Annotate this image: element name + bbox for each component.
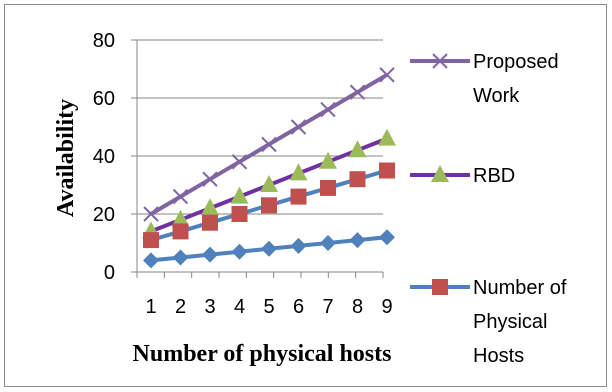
axes [131,39,384,278]
x-tick-label-3: 3 [204,296,215,318]
legend-entry-2: Number of Physical Hosts [410,277,567,367]
series-3-point-5 [261,240,277,257]
x-tick-label-6: 6 [293,296,304,318]
series-1-point-8 [348,140,367,158]
series-0-point-4 [231,154,248,170]
series-0-point-3-stroke-b [202,171,218,187]
y-tick-label-40: 40 [93,146,115,168]
series-3 [143,229,395,269]
series-2 [143,162,395,249]
series-0-point-1 [143,206,159,222]
series-0-point-5-stroke-b [261,136,277,153]
series-0-point-7-stroke-b [320,101,336,118]
x-axis-label: Number of physical hosts [133,341,392,367]
legend-swatch-marker-2 [432,279,448,295]
series-0-point-7 [320,101,336,118]
series-0-point-2 [172,188,189,205]
series-2-point-6 [290,188,307,205]
x-tick-label-7: 7 [322,296,333,318]
series-0-point-2-stroke-b [172,188,189,205]
series-0-point-3 [202,171,218,187]
legend-swatch-marker-0-stroke-b [432,53,448,69]
legend-label-2-0: Number of [473,277,567,299]
series-0-point-6-stroke-b [290,119,307,135]
series-0-point-9 [379,67,395,83]
series-2-point-2 [172,223,189,240]
series-3-point-9 [379,229,395,246]
y-tick-labels: 0 20 40 60 80 [93,30,115,284]
legend-entry-0: Proposed Work [410,51,559,107]
y-tick-label-20: 20 [93,204,115,226]
series-3-point-3 [202,246,218,263]
x-tick-label-4: 4 [234,296,245,318]
series-0-point-5 [261,136,277,153]
series-3-point-8 [349,232,366,249]
series-0-point-8 [349,84,366,100]
x-tick-label-2: 2 [175,296,186,318]
series-2-point-1 [143,232,159,249]
series-0-point-4-stroke-b [231,154,248,170]
series-3-point-7 [320,235,336,251]
x-tick-label-8: 8 [352,296,363,318]
y-tick-label-0: 0 [104,262,115,284]
series-0-point-1-stroke-b [143,206,159,222]
series-3-point-2 [172,249,189,266]
series-0-point-9-stroke-b [379,67,395,83]
y-axis-label: Availability [53,99,79,217]
series-1-point-2 [171,209,190,227]
series-1-point-5 [260,175,278,192]
legend-swatch-marker-0 [432,53,448,69]
x-tick-label-1: 1 [145,296,156,318]
y-tick-label-60: 60 [93,88,115,110]
series-2-point-9 [379,162,395,179]
legend-label-0-0: Proposed [473,51,559,73]
legend-entry-1: RBD [410,165,515,187]
series-1-point-3 [201,198,219,216]
x-tick-label-5: 5 [263,296,274,318]
series-2-point-3 [202,214,218,231]
series-0-point-6 [290,119,307,135]
series-1-point-6 [289,163,308,181]
legend-swatch-marker-1 [431,165,449,182]
series-1-point-4 [230,186,249,204]
series-layer [142,67,396,269]
series-3-point-6 [290,237,307,254]
series-1-point-7 [319,151,337,169]
series-2-point-8 [349,171,366,188]
legend-label-1-0: RBD [473,165,515,187]
series-1-point-9 [378,128,396,146]
legend-label-2-2: Hosts [473,345,524,367]
legend: Proposed Work RBD Number of Physical Hosts [410,51,567,367]
y-tick-label-80: 80 [93,30,115,52]
series-3-point-4 [231,243,248,260]
legend-label-0-1: Work [473,85,520,107]
series-0 [143,67,395,222]
series-3-point-1 [143,252,159,269]
x-tick-label-9: 9 [381,296,392,318]
series-2-point-4 [231,206,248,222]
series-2-point-7 [320,179,336,196]
series-0-point-8-stroke-b [349,84,366,100]
series-2-point-5 [261,197,277,214]
legend-label-2-1: Physical [473,311,547,333]
